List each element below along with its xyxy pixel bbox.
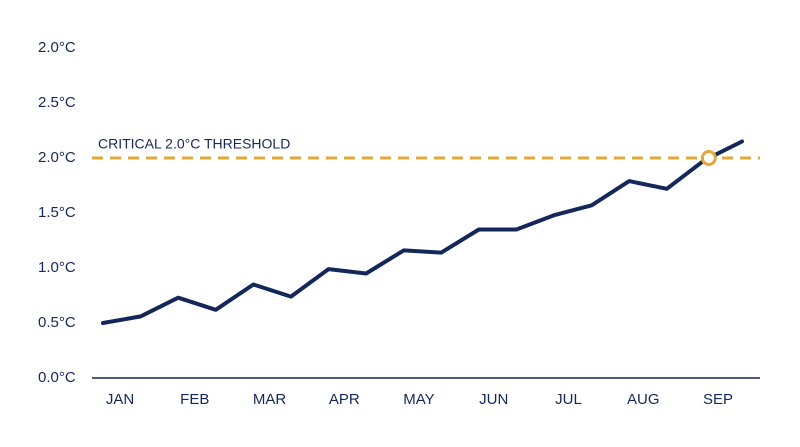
x-tick-label: AUG [627, 391, 660, 408]
line-series [101, 139, 744, 325]
y-tick-label: 2.0°C [38, 39, 76, 56]
x-tick-label: MAY [403, 391, 434, 408]
x-tick-label: JAN [106, 391, 134, 408]
y-tick-label: 0.0°C [38, 369, 76, 386]
x-tick-label: JUL [555, 391, 582, 408]
x-tick-label: MAR [253, 391, 287, 408]
x-tick-label: SEP [703, 391, 733, 408]
y-tick-label: 1.0°C [38, 259, 76, 276]
y-tick-label: 1.5°C [38, 204, 76, 221]
x-tick-label: JUN [479, 391, 508, 408]
threshold-label: CRITICAL 2.0°C THRESHOLD [98, 136, 290, 152]
threshold-marker [700, 150, 717, 166]
x-tick-label: FEB [180, 391, 209, 408]
y-tick-label: 2.5°C [38, 94, 76, 111]
y-tick-label: 2.0°C [38, 149, 76, 166]
y-tick-label: 0.5°C [38, 314, 76, 331]
x-tick-label: APR [329, 391, 360, 408]
